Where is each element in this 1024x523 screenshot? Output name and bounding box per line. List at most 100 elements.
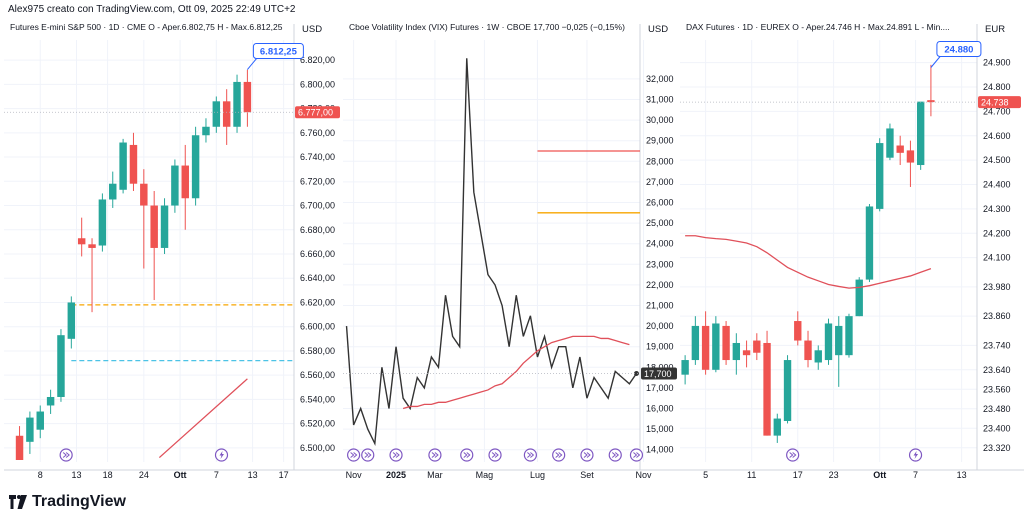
candle-body [783,360,792,421]
candle-body [57,335,65,397]
moving-average-line [685,235,932,289]
price-callout-label: 6.812,25 [260,47,298,58]
chart-title: Cboe Volatility Index (VIX) Futures · 1W… [349,22,625,32]
x-tick-label: 2025 [386,470,406,480]
y-tick-label: 16,000 [646,404,674,414]
y-tick-label: 6.660,00 [300,249,335,259]
candle-body [753,340,761,353]
double-arrow-icon[interactable] [347,448,361,462]
y-tick-label: 17,000 [646,383,674,393]
y-tick-label: 23.640 [983,365,1011,375]
y-tick-label: 24.600 [983,131,1011,141]
lightning-icon[interactable] [214,448,229,462]
x-tick-label: 24 [139,470,149,480]
tradingview-logo-icon [9,495,27,509]
x-tick-label: Mar [427,470,443,480]
double-arrow-icon[interactable] [389,448,403,462]
y-tick-label: 23,000 [646,259,674,269]
y-tick-label: 18,000 [646,362,674,372]
y-tick-label: 23.400 [983,423,1011,433]
x-tick-label: 7 [214,470,219,480]
y-tick-label: 6.740,00 [300,152,335,162]
y-tick-label: 6.580,00 [300,346,335,356]
moving-average-line [158,378,248,459]
plot-area[interactable] [343,58,640,447]
y-tick-label: 27,000 [646,177,674,187]
candle-body [773,418,781,436]
moving-average-line [402,335,630,410]
candle-body [129,144,138,184]
chart-panel-1[interactable]: Futures E-mini S&P 500 · 1D · CME O - Ap… [4,22,343,480]
candle-body [855,279,863,317]
double-arrow-icon[interactable] [361,448,375,462]
double-arrow-icon[interactable] [488,448,502,462]
double-arrow-icon[interactable] [428,448,442,462]
currency-label: USD [648,24,668,35]
last-price-label: 24.738 [981,98,1009,108]
plot-area[interactable] [4,69,294,460]
double-arrow-glyph [350,452,358,458]
y-tick-label: 24.500 [983,155,1011,165]
x-tick-label: 13 [71,470,81,480]
candle-body [202,126,210,136]
x-tick-label: 18 [103,470,113,480]
double-arrow-icon[interactable] [786,448,800,462]
y-tick-label: 6.760,00 [300,128,335,138]
y-tick-label: 28,000 [646,156,674,166]
double-arrow-icon[interactable] [629,448,644,462]
plot-area[interactable] [680,64,977,443]
double-arrow-icon[interactable] [460,448,474,462]
y-tick-label: 25,000 [646,218,674,228]
double-arrow-icon[interactable] [580,448,594,462]
tradingview-logo[interactable]: TradingView [8,493,126,511]
lightning-icon[interactable] [908,448,923,462]
chart-panel-2[interactable]: Cboe Volatility Index (VIX) Futures · 1W… [343,22,680,480]
x-tick-label: Set [580,470,594,480]
x-tick-label: 17 [279,470,289,480]
x-tick-label: 7 [913,470,918,480]
callout-pointer [247,57,258,70]
x-tick-label: 8 [38,470,43,480]
y-tick-label: 6.620,00 [300,297,335,307]
x-tick-label: Ott [873,470,886,480]
candle-body [896,145,904,153]
candle-body [88,244,96,248]
candle-body [876,143,884,209]
price-callout-box[interactable] [936,41,982,58]
y-tick-label: 23.560 [983,384,1011,394]
chart-panel-3[interactable]: DAX Futures · 1D · EUREX O - Aper.24.746… [680,22,1024,480]
x-tick-label: Ott [174,470,187,480]
double-arrow-glyph [491,452,499,458]
y-tick-label: 6.560,00 [300,370,335,380]
y-tick-label: 20,000 [646,321,674,331]
x-tick-label: 5 [703,470,708,480]
candle-body [763,342,771,436]
candle-body [701,325,710,370]
callout-pointer [930,55,942,68]
candle-body [691,325,700,361]
double-arrow-icon[interactable] [608,448,622,462]
candle-body [916,101,925,166]
candle-body [794,321,802,341]
candle-body [845,316,853,356]
double-arrow-glyph [463,452,471,458]
footer: TradingView [0,483,1024,523]
y-tick-label: 26,000 [646,198,674,208]
candle-body [140,183,148,206]
double-arrow-glyph [364,452,372,458]
candle-body [742,350,751,356]
price-callout-box[interactable] [252,43,304,60]
y-tick-label: 6.820,00 [300,55,335,65]
y-tick-label: 6.500,00 [300,443,335,453]
last-price-tag [978,96,1021,109]
double-arrow-icon[interactable] [552,448,566,462]
y-tick-label: 24.700 [983,106,1011,116]
double-arrow-icon[interactable] [59,448,73,462]
charts-canvas[interactable]: Futures E-mini S&P 500 · 1D · CME O - Ap… [0,0,1024,483]
price-callout-label: 24.880 [944,45,973,56]
y-tick-label: 29,000 [646,136,674,146]
double-arrow-icon[interactable] [523,448,537,462]
y-tick-label: 24.300 [983,204,1011,214]
chart-title: Futures E-mini S&P 500 · 1D · CME O - Ap… [10,22,283,32]
y-tick-label: 6.700,00 [300,201,335,211]
